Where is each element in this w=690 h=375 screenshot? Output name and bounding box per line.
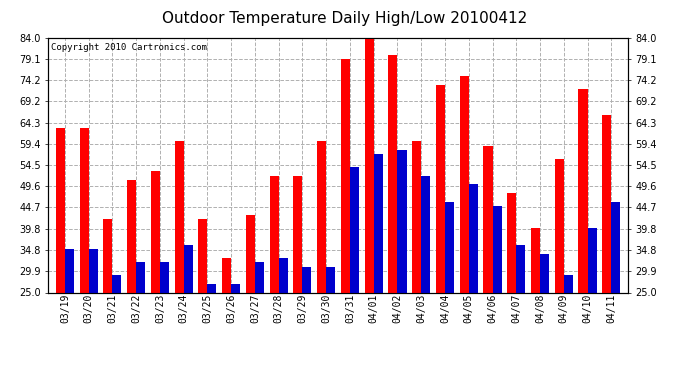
Bar xyxy=(531,228,540,375)
Bar xyxy=(127,180,136,375)
Bar xyxy=(302,267,311,375)
Bar xyxy=(484,146,493,375)
Bar xyxy=(208,284,217,375)
Bar xyxy=(231,284,240,375)
Bar xyxy=(112,275,121,375)
Bar xyxy=(578,89,587,375)
Bar xyxy=(279,258,288,375)
Bar xyxy=(270,176,279,375)
Bar xyxy=(397,150,406,375)
Bar xyxy=(469,184,477,375)
Bar xyxy=(365,38,374,375)
Bar xyxy=(516,245,525,375)
Bar xyxy=(293,176,302,375)
Bar xyxy=(136,262,145,375)
Bar xyxy=(388,55,397,375)
Bar xyxy=(460,76,469,375)
Bar xyxy=(493,206,502,375)
Bar xyxy=(79,128,89,375)
Bar xyxy=(445,202,454,375)
Bar xyxy=(374,154,383,375)
Bar xyxy=(89,249,98,375)
Bar xyxy=(222,258,231,375)
Bar xyxy=(246,215,255,375)
Bar xyxy=(507,193,516,375)
Bar xyxy=(587,228,597,375)
Bar xyxy=(341,59,350,375)
Bar xyxy=(540,254,549,375)
Bar xyxy=(611,202,620,375)
Bar xyxy=(175,141,184,375)
Text: Copyright 2010 Cartronics.com: Copyright 2010 Cartronics.com xyxy=(51,43,207,52)
Bar xyxy=(184,245,193,375)
Bar xyxy=(65,249,74,375)
Bar xyxy=(56,128,65,375)
Bar xyxy=(104,219,112,375)
Text: Outdoor Temperature Daily High/Low 20100412: Outdoor Temperature Daily High/Low 20100… xyxy=(162,11,528,26)
Bar xyxy=(602,115,611,375)
Bar xyxy=(555,159,564,375)
Bar xyxy=(317,141,326,375)
Bar xyxy=(421,176,431,375)
Bar xyxy=(326,267,335,375)
Bar xyxy=(350,167,359,375)
Bar xyxy=(199,219,208,375)
Bar xyxy=(564,275,573,375)
Bar xyxy=(436,85,445,375)
Bar xyxy=(255,262,264,375)
Bar xyxy=(151,171,160,375)
Bar xyxy=(160,262,169,375)
Bar xyxy=(412,141,421,375)
